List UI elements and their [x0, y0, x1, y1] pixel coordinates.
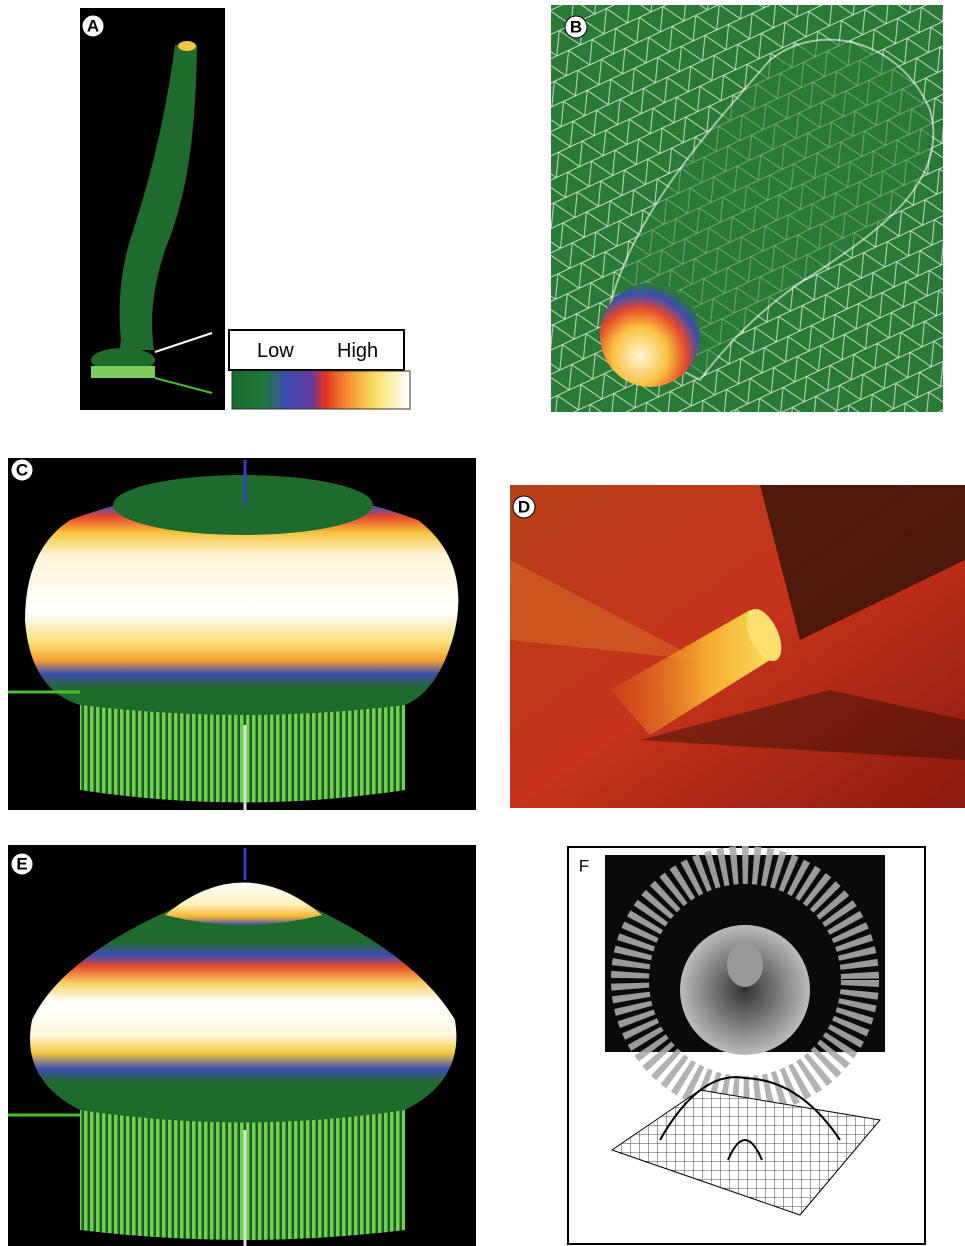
panel-label: B [570, 18, 582, 37]
legend-high: High [337, 340, 378, 362]
panel-label: C [16, 461, 28, 480]
panel-a: A [80, 8, 225, 410]
panel-label: E [16, 855, 27, 874]
tube-tip [600, 283, 700, 387]
color-legend: Low High [229, 330, 410, 409]
panel-d: D [510, 485, 965, 808]
panel-e: E [8, 845, 476, 1246]
top-cap [113, 475, 373, 535]
panel-label: A [87, 17, 99, 36]
panel-label: D [518, 498, 530, 517]
figure: A Low High B C D E F [0, 0, 965, 1246]
panel-c: C [8, 458, 476, 810]
base-ring [91, 366, 155, 378]
panel-label: F [579, 857, 589, 876]
stalk [80, 1110, 405, 1240]
tip [178, 41, 196, 51]
panel-b: B [551, 5, 943, 412]
panel-f: F [568, 847, 925, 1244]
center-tube [727, 943, 763, 987]
stalk [80, 700, 405, 803]
legend-low: Low [257, 340, 294, 362]
color-bar [232, 371, 410, 409]
